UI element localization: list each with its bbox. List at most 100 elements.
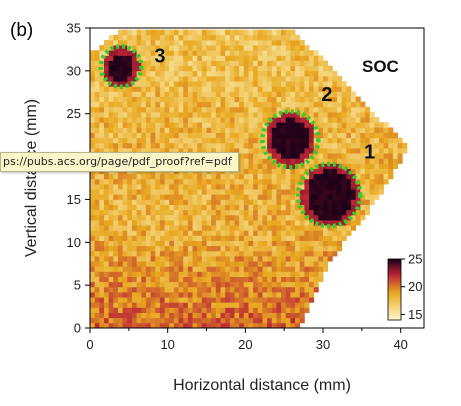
heatmap-cell — [141, 220, 147, 226]
heatmap-cell — [113, 60, 119, 67]
heatmap-cell — [346, 184, 352, 190]
heatmap-cell — [257, 168, 263, 175]
heatmap-cell — [318, 91, 324, 97]
heatmap-cell — [220, 281, 226, 288]
heatmap-cell — [267, 127, 273, 133]
heatmap-cell — [346, 173, 352, 180]
heatmap-cell — [136, 86, 142, 92]
heatmap-cell — [136, 261, 142, 267]
heatmap-cell — [173, 86, 179, 92]
heatmap-cell — [113, 189, 119, 195]
heatmap-cell — [318, 276, 324, 283]
heatmap-cell — [248, 50, 254, 56]
heatmap-cell — [94, 214, 100, 221]
heatmap-cell — [201, 81, 207, 87]
heatmap-cell — [225, 214, 231, 221]
heatmap-cell — [285, 45, 291, 51]
heatmap-cell — [220, 220, 226, 226]
heatmap-cell — [127, 50, 133, 56]
y-axis-label: Vertical distance (mm) — [23, 99, 40, 257]
heatmap-cell — [276, 220, 282, 226]
heatmap-cell — [127, 184, 133, 190]
heatmap-cell — [369, 148, 375, 154]
heatmap-cell — [304, 302, 310, 308]
heatmap-cell — [108, 276, 114, 283]
heatmap-cell — [169, 45, 175, 51]
heatmap-cell — [290, 214, 296, 221]
heatmap-cell — [155, 276, 161, 283]
heatmap-cell — [281, 178, 287, 185]
heatmap-cell — [229, 101, 235, 108]
heatmap-cell — [169, 86, 175, 92]
heatmap-cell — [332, 101, 338, 108]
heatmap-cell — [225, 297, 231, 303]
heatmap-cell — [187, 173, 193, 180]
heatmap-cell — [290, 199, 296, 205]
heatmap-cell — [141, 122, 147, 128]
heatmap-cell — [295, 204, 301, 211]
heatmap-cell — [271, 96, 277, 103]
heatmap-cell — [159, 101, 165, 108]
heatmap-cell — [173, 266, 179, 272]
heatmap-cell — [341, 91, 347, 97]
heatmap-cell — [299, 81, 305, 87]
heatmap-cell — [295, 148, 301, 154]
heatmap-cell — [290, 286, 296, 293]
heatmap-cell — [318, 70, 324, 77]
colorbar-segment — [388, 271, 401, 274]
heatmap-cell — [94, 240, 100, 247]
heatmap-cell — [229, 281, 235, 288]
heatmap-cell — [99, 117, 105, 123]
heatmap-cell — [248, 184, 254, 190]
heatmap-cell — [374, 148, 380, 154]
heatmap-cell — [108, 256, 114, 262]
heatmap-cell — [197, 245, 203, 252]
heatmap-cell — [332, 250, 338, 257]
heatmap-cell — [360, 122, 366, 128]
heatmap-cell — [318, 173, 324, 180]
heatmap-cell — [145, 209, 151, 216]
heatmap-cell — [201, 142, 207, 149]
heatmap-cell — [276, 214, 282, 221]
heatmap-cell — [285, 261, 291, 267]
heatmap-cell — [378, 189, 385, 195]
heatmap-cell — [262, 91, 268, 97]
heatmap-cell — [159, 266, 165, 272]
heatmap-cell — [267, 45, 273, 51]
heatmap-cell — [281, 256, 287, 262]
heatmap-cell — [229, 137, 235, 144]
heatmap-cell — [248, 153, 254, 159]
heatmap-cell — [220, 86, 226, 92]
heatmap-cell — [341, 209, 347, 216]
heatmap-cell — [332, 235, 338, 241]
heatmap-cell — [285, 173, 291, 180]
heatmap-cell — [248, 65, 254, 72]
heatmap-cell — [145, 65, 151, 72]
heatmap-cell — [374, 153, 380, 159]
heatmap-cell — [113, 240, 119, 247]
heatmap-cell — [122, 230, 128, 236]
heatmap-cell — [99, 122, 105, 128]
heatmap-cell — [108, 34, 114, 41]
heatmap-cell — [229, 250, 235, 257]
heatmap-cell — [108, 271, 114, 277]
heatmap-cell — [313, 214, 319, 221]
heatmap-cell — [155, 297, 161, 303]
heatmap-cell — [211, 199, 217, 205]
heatmap-cell — [248, 230, 254, 236]
heatmap-cell — [295, 117, 301, 123]
heatmap-cell — [103, 81, 110, 87]
heatmap-cell — [309, 297, 315, 303]
heatmap-cell — [327, 122, 333, 128]
heatmap-cell — [271, 286, 277, 293]
heatmap-cell — [271, 189, 277, 195]
y-tick-label: 15 — [67, 192, 81, 207]
heatmap-cell — [239, 65, 245, 72]
heatmap-cell — [159, 256, 165, 262]
heatmap-cell — [197, 281, 203, 288]
heatmap-cell — [192, 281, 198, 288]
y-tick-label: 0 — [74, 321, 81, 336]
heatmap-cell — [131, 65, 137, 72]
heatmap-cell — [192, 29, 198, 36]
heatmap-cell — [178, 220, 184, 226]
